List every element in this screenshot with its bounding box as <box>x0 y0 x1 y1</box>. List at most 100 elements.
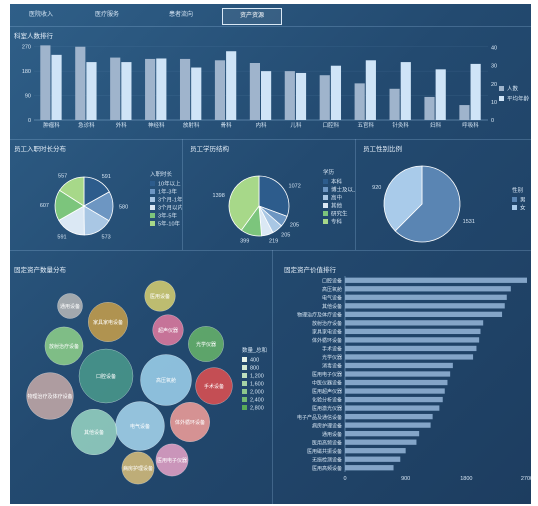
hbar <box>345 362 453 369</box>
legend-swatch <box>242 397 247 402</box>
pie-value-label: 1398 <box>213 193 225 199</box>
legend-label: 高中 <box>331 194 342 202</box>
y-tick-label: 医用激光仪器 <box>312 405 342 412</box>
legend-swatch <box>150 205 155 210</box>
legend-swatch <box>150 189 155 194</box>
hbar <box>345 448 406 454</box>
bubble-label: 物理治疗及体疗设备 <box>27 393 72 400</box>
tab-bar: 医院收入 医疗服务 患者流向 资产资源 <box>10 4 531 26</box>
pie-value-label: 573 <box>102 234 111 240</box>
legend-label: 3个月以内 <box>158 204 182 212</box>
legend-swatch <box>323 203 328 208</box>
x-tick-label: 急诊科 <box>78 121 95 129</box>
bar-age <box>121 62 132 120</box>
y-tick-label: 光学仪器 <box>322 354 342 361</box>
x-tick-label: 外科 <box>116 121 128 129</box>
hbar <box>345 431 420 437</box>
x-tick-label: 肿瘤科 <box>43 121 60 129</box>
y-tick-label: 医用电子仪器 <box>312 371 342 378</box>
pie-value-label: 1072 <box>289 183 301 189</box>
bar-staff <box>284 71 295 120</box>
y-tick-label: 电子产品及通信设备 <box>297 414 342 421</box>
legend-swatch <box>150 181 155 186</box>
legend-swatch <box>242 381 247 386</box>
hbar <box>345 371 451 377</box>
asset-bubble-title: 固定资产数量分布 <box>14 267 66 274</box>
bubble-label: 体外循环设备 <box>175 419 205 426</box>
hbar <box>345 439 417 445</box>
bubble-label: 通用设备 <box>60 303 80 310</box>
y-tick-label: 口腔设备 <box>322 277 342 284</box>
bar-staff <box>75 46 86 120</box>
legend-title: 入职时长 <box>150 170 173 178</box>
legend-label: 男 <box>520 197 526 204</box>
legend-label: 其他 <box>331 202 343 210</box>
y-tick-label: 医用高频设备 <box>312 465 342 472</box>
bar-age <box>365 60 376 120</box>
bubble <box>78 348 134 404</box>
legend-swatch <box>323 179 328 184</box>
pie-value-label: 399 <box>240 239 249 245</box>
legend-title: 性别 <box>512 186 523 194</box>
pie-slice <box>228 175 260 231</box>
hbar <box>345 345 477 352</box>
y-tick-label: 电气设备 <box>322 294 342 301</box>
gender-title: 员工性别比例 <box>363 146 402 153</box>
bar-staff <box>389 88 400 120</box>
hbar <box>345 388 445 394</box>
tab-patient-flow[interactable]: 患者流向 <box>168 12 193 18</box>
bar-age <box>470 63 481 120</box>
education-pie-chart: 10722052052193991398学历本科博士及以上高中其他研究生专科 <box>213 168 355 245</box>
legend-swatch <box>512 197 517 202</box>
bar-age <box>156 58 167 120</box>
hbar <box>345 286 511 292</box>
y2-tick-label: 30 <box>491 64 497 70</box>
legend-swatch <box>242 405 247 410</box>
tab-assets[interactable]: 资产资源 <box>222 8 282 25</box>
tenure-title: 员工入职时长分布 <box>14 146 66 153</box>
x-tick-label: 妇科 <box>430 121 442 129</box>
legend-label: 3年-5年 <box>158 212 177 220</box>
x-tick-label: 1800 <box>460 476 472 482</box>
hbar <box>345 294 507 300</box>
legend-label: 专科 <box>331 218 343 226</box>
legend-swatch <box>499 86 504 91</box>
legend-label: 人数 <box>507 85 519 93</box>
bar-age <box>435 69 446 120</box>
legend-label: 800 <box>250 366 259 372</box>
y-tick-label: 手术设备 <box>322 346 342 353</box>
legend-label: 2,800 <box>250 406 264 412</box>
asset-value-title: 固定资产价值排行 <box>284 267 336 274</box>
pie-value-label: 205 <box>281 232 290 238</box>
hbar <box>345 328 481 335</box>
y-tick-label: 家具家电设备 <box>312 329 342 336</box>
bar-staff <box>145 58 156 120</box>
bar-staff <box>459 105 470 120</box>
pie-slice <box>383 165 423 232</box>
bubble-label: 医用电子仪器 <box>157 457 187 464</box>
hbar <box>345 337 480 343</box>
x-tick-label: 骨科 <box>221 121 233 129</box>
bar-staff <box>249 63 260 120</box>
y-tick-label: 物理治疗及体疗设备 <box>297 311 342 318</box>
bubble-label: 放射治疗设备 <box>49 343 79 350</box>
legend-label: 博士及以上 <box>331 186 355 194</box>
tab-medical-service[interactable]: 医疗服务 <box>94 12 119 18</box>
y-tick-label: 通用设备 <box>322 431 342 438</box>
pie-slice <box>394 165 461 243</box>
bar-age <box>330 65 342 120</box>
pie-value-label: 580 <box>119 204 128 210</box>
y-tick-label: 0 <box>28 118 31 124</box>
tab-revenue[interactable]: 医院收入 <box>28 12 53 18</box>
bubble-label: 高压氧舱 <box>156 377 176 384</box>
x-tick-label: 口腔科 <box>323 121 340 129</box>
legend-label: 平均年龄 <box>507 95 530 103</box>
divider-top <box>10 26 531 27</box>
legend-swatch <box>150 213 155 218</box>
hbar <box>345 413 433 420</box>
legend-label: 研究生 <box>331 210 348 218</box>
pie-value-label: 1531 <box>463 219 475 225</box>
y-tick-label: 病房护理设备 <box>312 422 342 429</box>
y-tick-label: 高压氧舱 <box>322 286 342 293</box>
